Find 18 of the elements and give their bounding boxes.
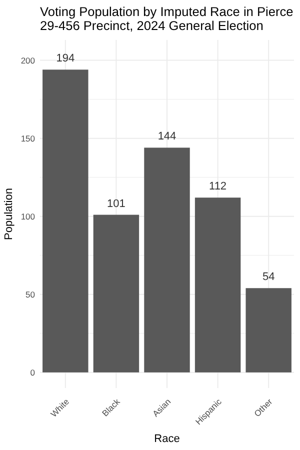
data-label: 144 <box>158 130 176 143</box>
bar <box>42 70 88 372</box>
y-tick-label: 0 <box>30 367 36 378</box>
y-tick-label: 200 <box>20 55 36 66</box>
y-tick-label: 100 <box>20 211 36 222</box>
y-tick-label: 50 <box>26 289 36 300</box>
data-label: 101 <box>107 198 126 210</box>
data-label: 194 <box>56 52 75 65</box>
chart-title: Voting Population by Imputed Race in Pierce 29-456 Precinct, 2024 General Election <box>40 4 294 33</box>
y-axis-title: Population <box>3 188 15 240</box>
x-axis-title: Race <box>154 433 180 445</box>
data-label: 54 <box>262 271 275 284</box>
y-tick-label: 150 <box>20 133 36 144</box>
bar <box>246 288 292 372</box>
data-label: 112 <box>209 180 227 193</box>
bar <box>194 198 241 372</box>
bar <box>93 214 140 372</box>
bar <box>144 148 190 372</box>
